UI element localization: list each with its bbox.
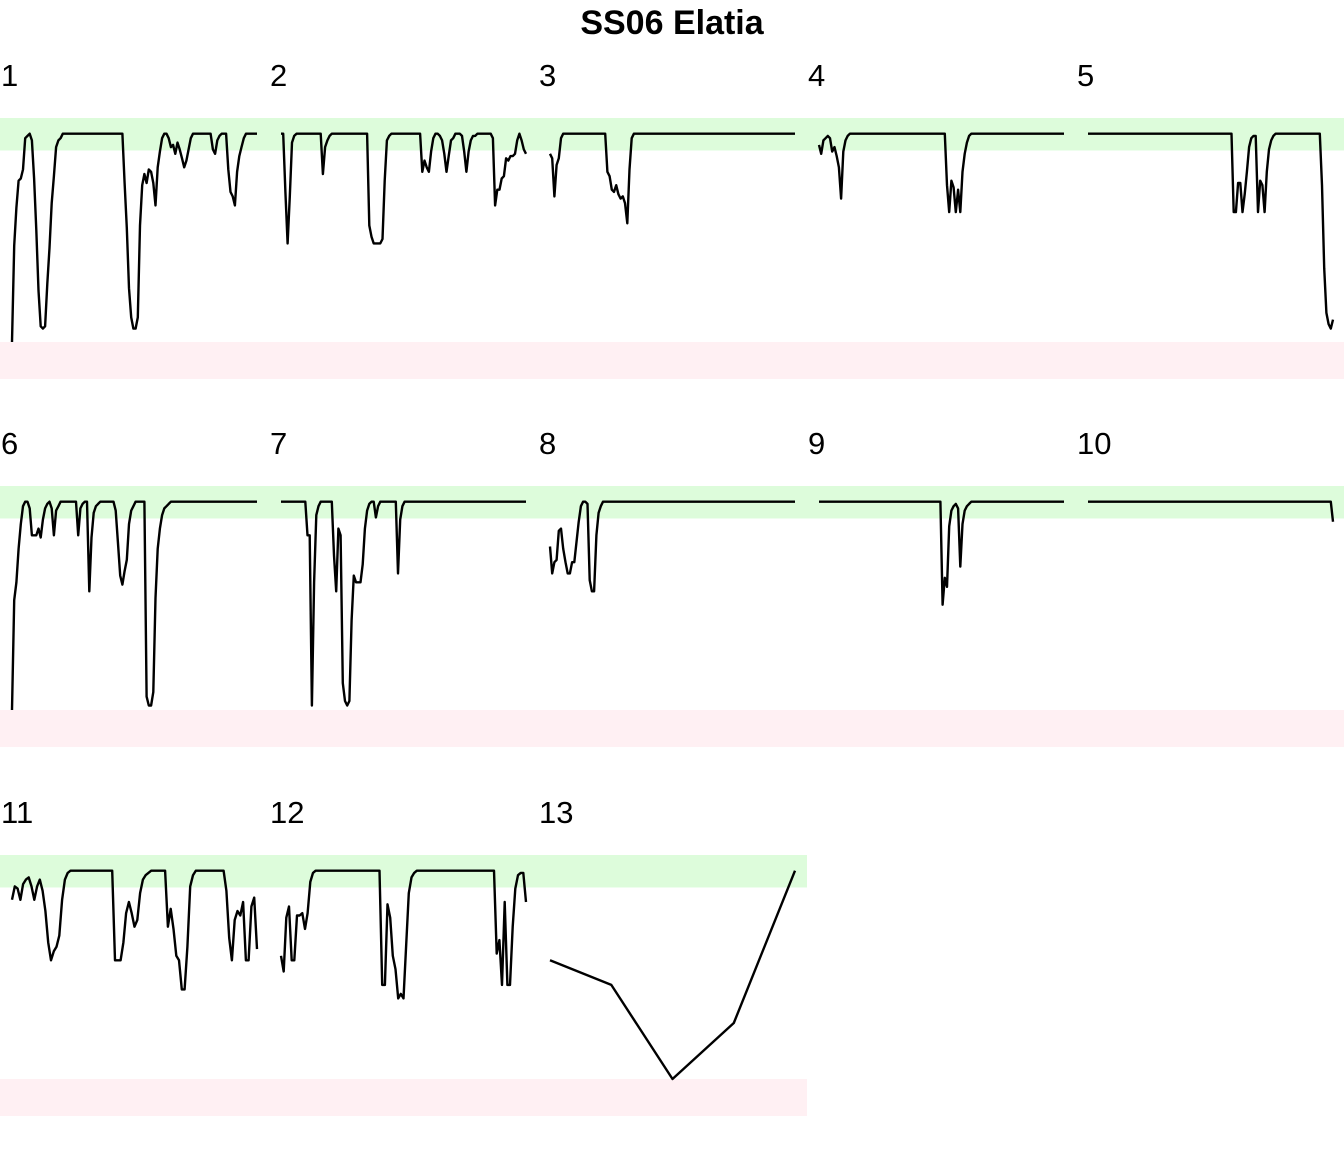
panel-label: 10 bbox=[1077, 426, 1111, 461]
lower-band bbox=[269, 710, 538, 747]
panel-label: 5 bbox=[1077, 58, 1094, 93]
lower-band bbox=[538, 342, 807, 379]
panel-4: 4 bbox=[807, 58, 1076, 379]
series-line bbox=[549, 870, 797, 1081]
lower-band bbox=[269, 342, 538, 379]
panel-13: 13 bbox=[538, 795, 807, 1116]
panel-3: 3 bbox=[538, 58, 807, 379]
panel-label: 12 bbox=[270, 795, 304, 830]
panel-6: 6 bbox=[0, 426, 269, 747]
series-line bbox=[281, 500, 526, 707]
lower-band bbox=[807, 710, 1076, 747]
lower-band bbox=[807, 342, 1076, 379]
series-line bbox=[279, 869, 528, 1000]
lower-band bbox=[0, 710, 269, 747]
panel-10: 10 bbox=[1076, 426, 1344, 747]
panel-label: 4 bbox=[808, 58, 825, 93]
panel-label: 3 bbox=[539, 58, 556, 93]
series-line bbox=[548, 132, 795, 225]
lower-band bbox=[0, 342, 269, 379]
series-line bbox=[10, 500, 257, 711]
chart-title: SS06 Elatia bbox=[580, 4, 764, 42]
panel-1: 1 bbox=[0, 58, 269, 379]
series-line bbox=[281, 132, 528, 245]
upper-band bbox=[538, 855, 807, 888]
panel-9: 9 bbox=[807, 426, 1076, 747]
series-line bbox=[819, 500, 1064, 606]
series-line bbox=[817, 132, 1064, 214]
panel-label: 7 bbox=[270, 426, 287, 461]
lower-band bbox=[538, 710, 807, 747]
upper-band bbox=[0, 118, 269, 151]
lower-band bbox=[0, 1079, 269, 1116]
panel-label: 6 bbox=[1, 426, 18, 461]
panel-label: 8 bbox=[539, 426, 556, 461]
panel-label: 11 bbox=[1, 795, 33, 830]
panel-label: 13 bbox=[539, 795, 573, 830]
panel-11: 11 bbox=[0, 795, 269, 1116]
series-line bbox=[1088, 132, 1335, 330]
panel-label: 2 bbox=[270, 58, 287, 93]
lower-band bbox=[1076, 342, 1344, 379]
series-line bbox=[10, 132, 257, 343]
series-line bbox=[548, 500, 795, 593]
panel-7: 7 bbox=[269, 426, 538, 747]
series-line bbox=[1088, 500, 1335, 522]
panel-label: 1 bbox=[1, 58, 18, 93]
lower-band bbox=[269, 1079, 538, 1116]
panel-12: 12 bbox=[269, 795, 538, 1116]
lower-band bbox=[1076, 710, 1344, 747]
series-line bbox=[10, 869, 259, 991]
panel-2: 2 bbox=[269, 58, 538, 379]
lower-band bbox=[538, 1079, 807, 1116]
panel-label: 9 bbox=[808, 426, 825, 461]
panel-5: 5 bbox=[1076, 58, 1344, 379]
panel-8: 8 bbox=[538, 426, 807, 747]
